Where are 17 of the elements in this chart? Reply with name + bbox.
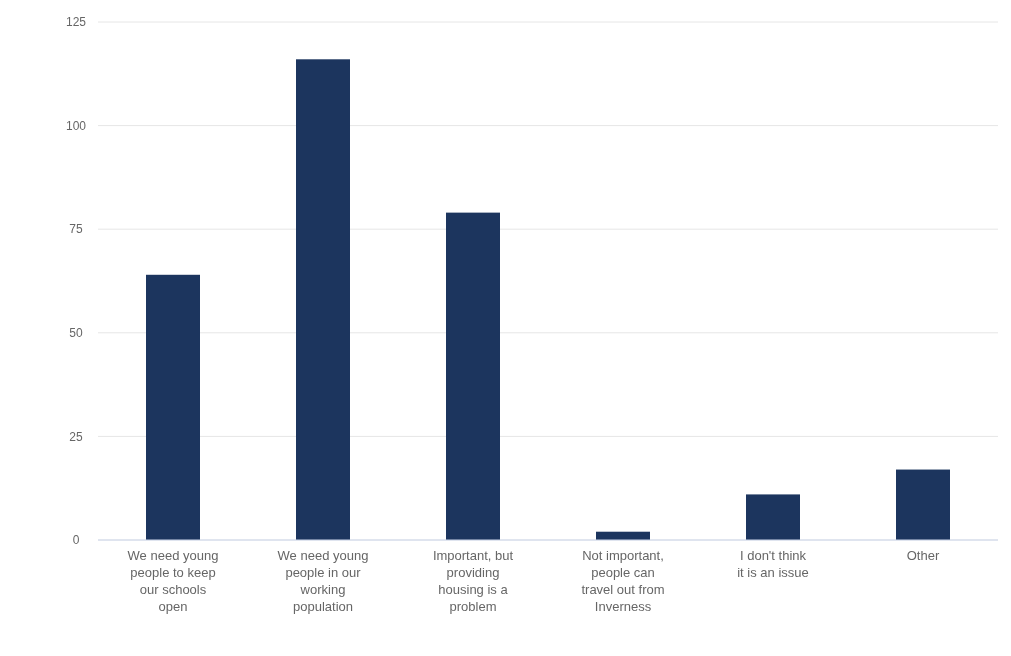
y-tick-label: 100 [65,118,87,133]
y-tick-label: 75 [69,222,83,237]
y-tick-label: 50 [69,326,83,340]
y-tick-label: 25 [69,429,83,444]
y-tick-label: 125 [65,15,87,30]
bar [146,274,200,540]
x-tick-label: Other [906,548,940,563]
bar [296,59,350,540]
x-tick-label: Important, but providing housing is a problem [432,548,514,614]
y-tick-label: 0 [72,533,80,548]
bar [746,494,800,540]
bar [896,469,950,540]
x-tick-label: We need young people in our working population [277,548,369,614]
x-tick-label: We need young people to keep our schools open [127,548,219,614]
bar [446,212,500,540]
x-tick-label: I don't think it is an issue [737,548,809,580]
x-tick-label: Not important, people can travel out from Inverness [581,548,665,614]
